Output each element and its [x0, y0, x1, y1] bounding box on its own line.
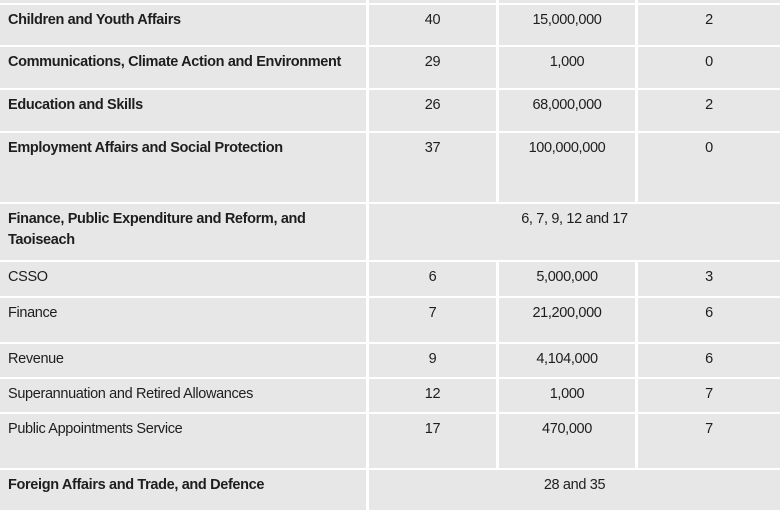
department-cell: CSSO: [0, 262, 366, 296]
votes-merged-cell: 6, 7, 9, 12 and 17: [369, 204, 780, 260]
count-cell: 2: [638, 90, 780, 131]
amount-cell: 470,000: [499, 414, 635, 468]
vote-cell: 37: [369, 133, 496, 202]
amount-cell: [499, 0, 635, 3]
department-cell: Children and Youth Affairs: [0, 5, 366, 45]
amount-cell: 1,000: [499, 47, 635, 88]
amount-cell: 68,000,000: [499, 90, 635, 131]
vote-cell: 26: [369, 90, 496, 131]
count-cell: 0: [638, 133, 780, 202]
department-cell: Revenue: [0, 344, 366, 377]
vote-cell: 12: [369, 379, 496, 412]
department-cell: Superannuation and Retired Allowances: [0, 379, 366, 412]
amount-cell: 5,000,000: [499, 262, 635, 296]
vote-cell: [369, 0, 496, 3]
amount-cell: 100,000,000: [499, 133, 635, 202]
department-cell: Employment Affairs and Social Protection: [0, 133, 366, 202]
vote-cell: 29: [369, 47, 496, 88]
amount-cell: 21,200,000: [499, 298, 635, 342]
department-cell: Finance, Public Expenditure and Reform, …: [0, 204, 366, 260]
count-cell: [638, 0, 780, 3]
count-cell: 3: [638, 262, 780, 296]
department-cell: [0, 0, 366, 3]
department-cell: Public Appointments Service: [0, 414, 366, 468]
count-cell: 0: [638, 47, 780, 88]
amount-cell: 1,000: [499, 379, 635, 412]
count-cell: 2: [638, 5, 780, 45]
vote-cell: 9: [369, 344, 496, 377]
department-cell: Finance: [0, 298, 366, 342]
votes-merged-cell: 28 and 35: [369, 470, 780, 510]
department-cell: Education and Skills: [0, 90, 366, 131]
department-cell: Communications, Climate Action and Envir…: [0, 47, 366, 88]
count-cell: 6: [638, 298, 780, 342]
amount-cell: 4,104,000: [499, 344, 635, 377]
count-cell: 7: [638, 379, 780, 412]
count-cell: 6: [638, 344, 780, 377]
amount-cell: 15,000,000: [499, 5, 635, 45]
vote-cell: 17: [369, 414, 496, 468]
vote-cell: 6: [369, 262, 496, 296]
count-cell: 7: [638, 414, 780, 468]
vote-cell: 40: [369, 5, 496, 45]
vote-cell: 7: [369, 298, 496, 342]
department-cell: Foreign Affairs and Trade, and Defence: [0, 470, 366, 510]
